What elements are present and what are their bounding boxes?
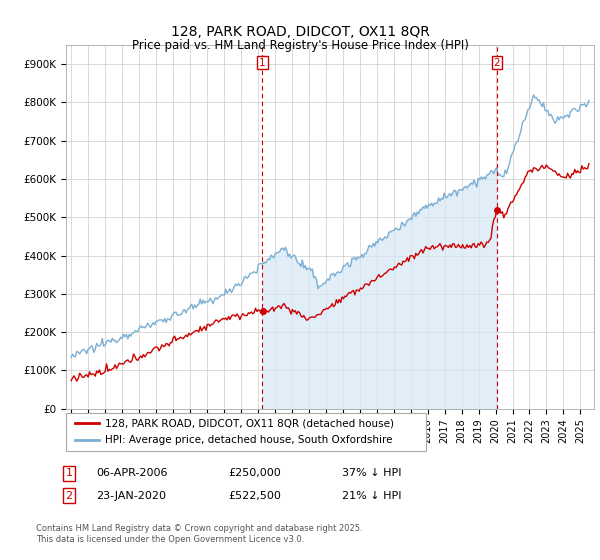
Text: 1: 1 — [65, 468, 73, 478]
Text: 128, PARK ROAD, DIDCOT, OX11 8QR (detached house): 128, PARK ROAD, DIDCOT, OX11 8QR (detach… — [105, 418, 394, 428]
Text: 2: 2 — [493, 58, 500, 68]
Text: Price paid vs. HM Land Registry's House Price Index (HPI): Price paid vs. HM Land Registry's House … — [131, 39, 469, 52]
Text: Contains HM Land Registry data © Crown copyright and database right 2025.
This d: Contains HM Land Registry data © Crown c… — [36, 524, 362, 544]
Text: 2: 2 — [65, 491, 73, 501]
Text: 06-APR-2006: 06-APR-2006 — [96, 468, 167, 478]
Text: 128, PARK ROAD, DIDCOT, OX11 8QR: 128, PARK ROAD, DIDCOT, OX11 8QR — [170, 25, 430, 39]
Text: £250,000: £250,000 — [228, 468, 281, 478]
Text: HPI: Average price, detached house, South Oxfordshire: HPI: Average price, detached house, Sout… — [105, 435, 392, 445]
Text: 1: 1 — [259, 58, 266, 68]
Text: 21% ↓ HPI: 21% ↓ HPI — [342, 491, 401, 501]
Text: 37% ↓ HPI: 37% ↓ HPI — [342, 468, 401, 478]
Text: £522,500: £522,500 — [228, 491, 281, 501]
Text: 23-JAN-2020: 23-JAN-2020 — [96, 491, 166, 501]
